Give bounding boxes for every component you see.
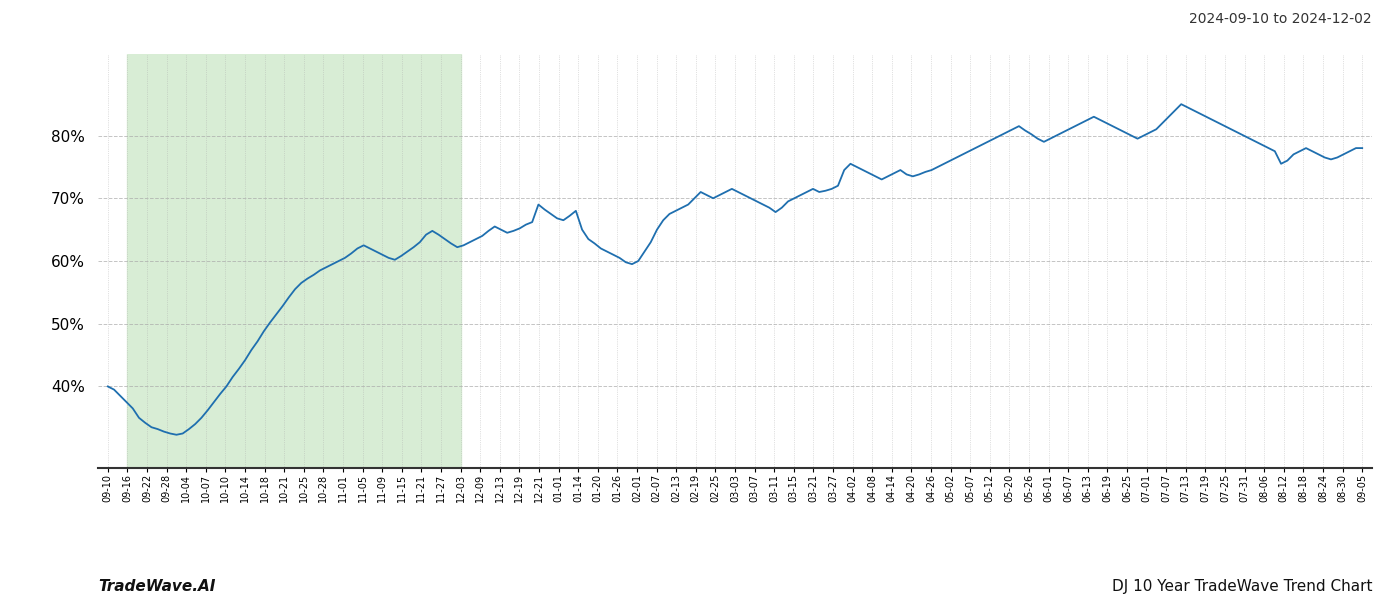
Text: 2024-09-10 to 2024-12-02: 2024-09-10 to 2024-12-02 <box>1190 12 1372 26</box>
Text: DJ 10 Year TradeWave Trend Chart: DJ 10 Year TradeWave Trend Chart <box>1112 579 1372 594</box>
Text: TradeWave.AI: TradeWave.AI <box>98 579 216 594</box>
Bar <box>127 54 461 468</box>
